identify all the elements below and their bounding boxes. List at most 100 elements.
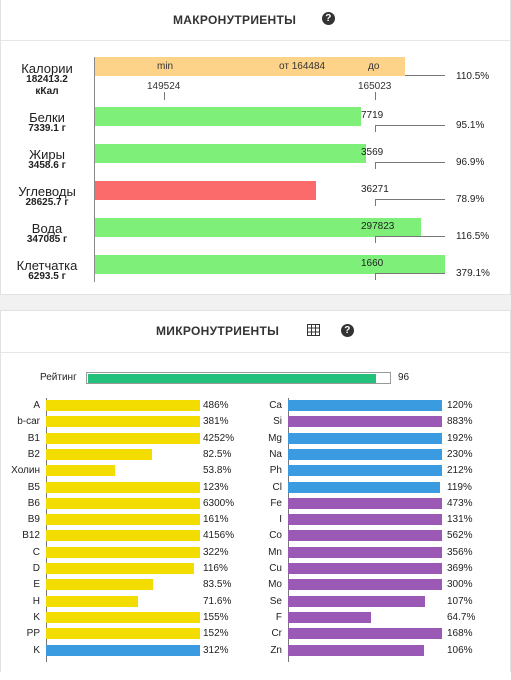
vitamin-bar	[46, 448, 152, 460]
mineral-bar	[288, 448, 442, 460]
vitamin-percent: 123%	[203, 481, 229, 493]
vitamin-label: PP	[26, 628, 40, 640]
mineral-label: Zn	[270, 644, 282, 656]
mineral-bar	[288, 530, 442, 542]
mineral-bar	[288, 400, 442, 411]
calories-guide-line	[405, 75, 445, 76]
mineral-bar	[288, 497, 442, 509]
macronutrients-title: МАКРОНУТРИЕНТЫ	[173, 13, 297, 27]
macro-row-name: Вода	[31, 221, 63, 236]
mineral-bar	[288, 416, 442, 428]
table-icon[interactable]	[307, 324, 320, 336]
mineral-label: Cl	[272, 481, 282, 493]
mineral-bar	[288, 628, 442, 640]
macro-row-bar	[95, 144, 367, 163]
vitamin-percent: 116%	[203, 563, 228, 574]
mineral-label: Cu	[269, 563, 282, 574]
calories-unit: кКал	[35, 86, 59, 97]
vitamin-label: B1	[27, 432, 40, 444]
vitamin-bar	[46, 611, 200, 623]
macro-row-target: 7719	[361, 110, 384, 121]
mineral-bar	[288, 611, 371, 623]
mineral-percent: 119%	[447, 481, 472, 493]
vitamin-percent: 82.5%	[203, 448, 232, 460]
macro-row-target: 1660	[361, 258, 384, 269]
vitamin-bar	[46, 416, 200, 428]
macro-row-tick	[375, 200, 376, 206]
mineral-label: Ca	[269, 400, 282, 411]
macro-row-tick	[375, 237, 376, 243]
help-icon[interactable]: ?	[322, 12, 335, 25]
vitamin-label: C	[32, 546, 40, 558]
mineral-bar	[288, 644, 424, 656]
vitamin-label: Холин	[11, 465, 40, 477]
calories-name: Калории	[21, 61, 73, 76]
mineral-label: Fe	[270, 497, 282, 509]
help-icon[interactable]: ?	[341, 324, 354, 337]
vitamin-label: B2	[27, 448, 40, 460]
mineral-percent: 192%	[447, 432, 473, 444]
calories-to-label: до	[368, 61, 380, 72]
calories-amount: 182413.2	[26, 74, 68, 85]
macro-row-name: Жиры	[29, 147, 65, 162]
vitamin-bar	[46, 530, 200, 542]
calories-min-label: min	[157, 61, 174, 72]
mineral-percent: 473%	[447, 497, 473, 509]
macro-row-name: Углеводы	[18, 184, 76, 199]
vitamin-percent: 6300%	[203, 497, 235, 509]
vitamin-percent: 4156%	[203, 530, 235, 542]
vitamin-label: B5	[27, 481, 40, 493]
macro-row-amount: 7339.1 г	[28, 123, 66, 134]
macro-row-guide-line	[375, 273, 445, 274]
rating-bar	[88, 374, 376, 383]
micronutrients-title: МИКРОНУТРИЕНТЫ	[156, 324, 280, 338]
calories-target-range-bar	[95, 57, 405, 76]
vitamin-percent: 322%	[203, 546, 229, 558]
vitamin-label: D	[32, 563, 40, 574]
mineral-percent: 369%	[447, 563, 473, 574]
vitamins-axis	[46, 398, 47, 662]
macro-row-guide-line	[375, 236, 445, 237]
vitamin-label: B9	[27, 514, 40, 526]
vitamin-bar	[46, 497, 200, 509]
macronutrients-header: МАКРОНУТРИЕНТЫ ?	[1, 0, 510, 41]
mineral-percent: 64.7%	[447, 611, 476, 623]
vitamin-label: H	[32, 595, 40, 607]
rating-value: 96	[398, 372, 410, 383]
mineral-percent: 168%	[447, 628, 473, 640]
micronutrients-header: МИКРОНУТРИЕНТЫ ?	[1, 311, 510, 353]
macro-row-tick	[375, 163, 376, 169]
vitamin-percent: 4252%	[203, 432, 235, 444]
mineral-label: Co	[269, 530, 282, 542]
vitamin-bar	[46, 465, 115, 477]
vitamin-bar	[46, 644, 200, 656]
mineral-label: Mo	[268, 579, 282, 591]
macro-row-bar	[95, 107, 362, 126]
macro-row-amount: 28625.7 г	[25, 197, 69, 208]
macro-row-target: 3569	[361, 147, 384, 158]
mineral-percent: 883%	[447, 416, 473, 428]
mineral-percent: 212%	[447, 465, 473, 477]
vitamin-bar	[46, 514, 200, 526]
macro-row-percent: 116.5%	[456, 231, 490, 242]
footer-strip	[0, 672, 511, 680]
macro-row-percent: 95.1%	[456, 120, 485, 131]
mineral-bar	[288, 563, 442, 574]
macro-row-name: Клетчатка	[16, 258, 78, 273]
vitamin-bar	[46, 432, 200, 444]
mineral-label: Si	[273, 416, 282, 428]
vitamin-label: E	[33, 579, 40, 591]
mineral-bar	[288, 546, 442, 558]
vitamin-label: B6	[27, 497, 40, 509]
macro-row-bar	[95, 181, 316, 200]
mineral-bar	[288, 514, 442, 526]
mineral-label: I	[279, 514, 282, 526]
rating-label: Рейтинг	[40, 372, 77, 383]
mineral-percent: 300%	[447, 579, 473, 591]
mineral-label: Cr	[271, 628, 282, 640]
vitamin-bar	[46, 481, 200, 493]
calories-tick-right	[375, 92, 376, 100]
mineral-percent: 230%	[447, 448, 473, 460]
macro-row-bar	[95, 218, 422, 237]
mineral-bar	[288, 595, 425, 607]
